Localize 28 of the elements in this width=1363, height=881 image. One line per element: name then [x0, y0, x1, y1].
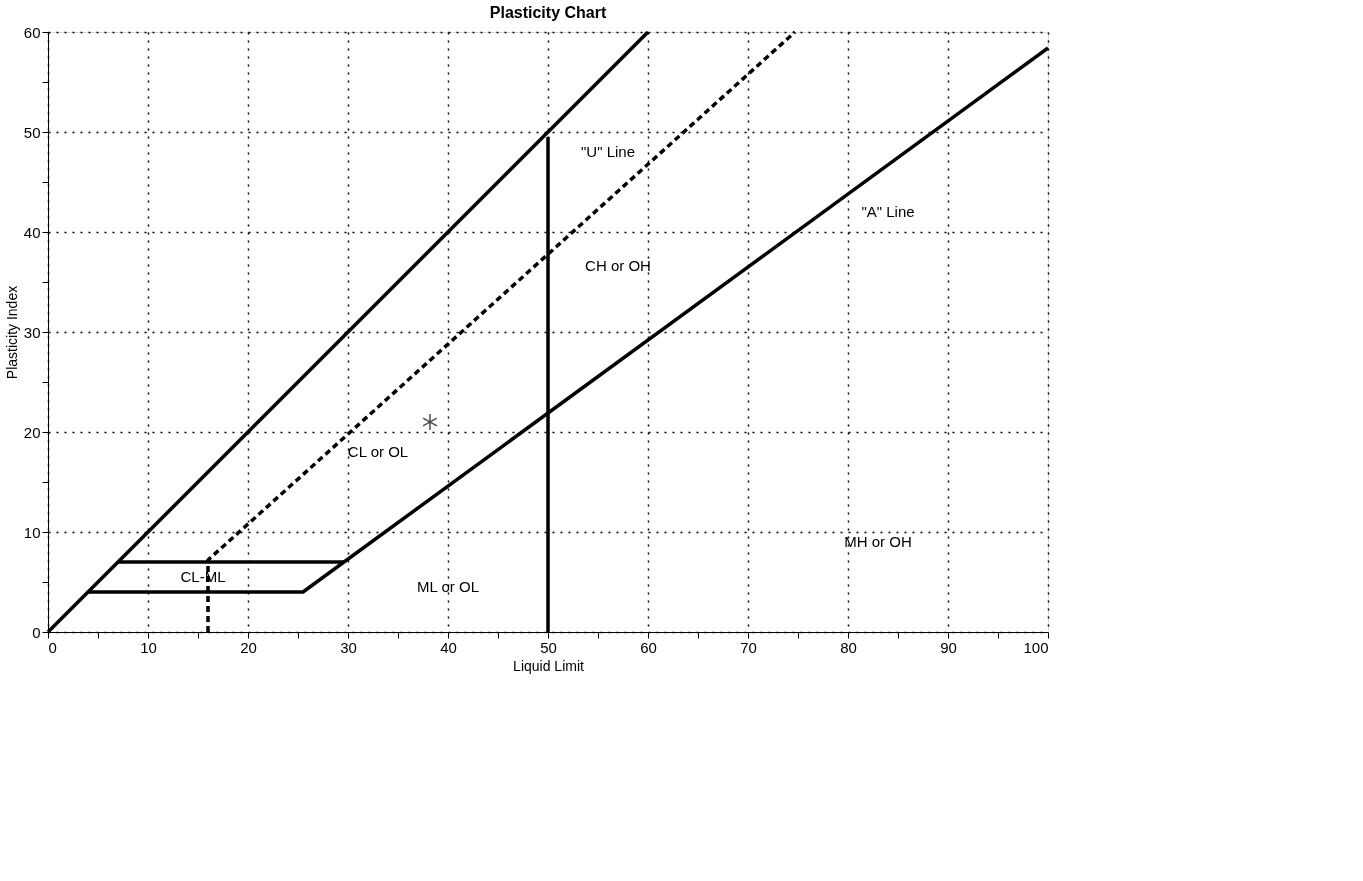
x-tick-label: 10: [140, 638, 157, 656]
x-tick-label: 50: [540, 638, 557, 656]
x-tick-label: 90: [940, 638, 957, 656]
x-tick-label: 60: [640, 638, 657, 656]
chart-title: Plasticity Chart: [489, 4, 607, 21]
annotation: MH or OH: [844, 533, 912, 550]
y-tick-label: 20: [23, 423, 41, 441]
x-tick-label: 100: [1023, 638, 1049, 656]
x-tick-label: 30: [340, 638, 357, 656]
x-axis-title: Liquid Limit: [513, 657, 585, 674]
x-tick-label: 80: [840, 638, 857, 656]
y-tick-label: 60: [23, 23, 41, 41]
annotation: CL or OL: [347, 443, 409, 460]
y-tick-label: 30: [23, 323, 41, 341]
y-tick-label: 50: [23, 123, 41, 141]
x-tick-label: 70: [740, 638, 757, 656]
x-tick-label: 20: [240, 638, 257, 656]
y-axis-title: Plasticity Index: [3, 285, 20, 380]
x-tick-label: 0: [48, 638, 57, 656]
y-tick-label: 10: [23, 523, 41, 541]
x-tick-label: 40: [440, 638, 457, 656]
annotation: CH or OH: [585, 257, 651, 274]
y-tick-label: 0: [32, 623, 41, 641]
annotation: "A" Line: [861, 203, 915, 220]
annotation: ML or OL: [417, 578, 479, 595]
y-tick-label: 40: [23, 223, 41, 241]
annotation: "U" Line: [580, 143, 636, 160]
annotation: CL-ML: [180, 567, 226, 585]
